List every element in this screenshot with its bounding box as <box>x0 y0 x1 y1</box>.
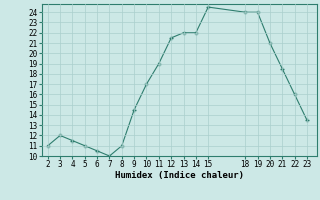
X-axis label: Humidex (Indice chaleur): Humidex (Indice chaleur) <box>115 171 244 180</box>
